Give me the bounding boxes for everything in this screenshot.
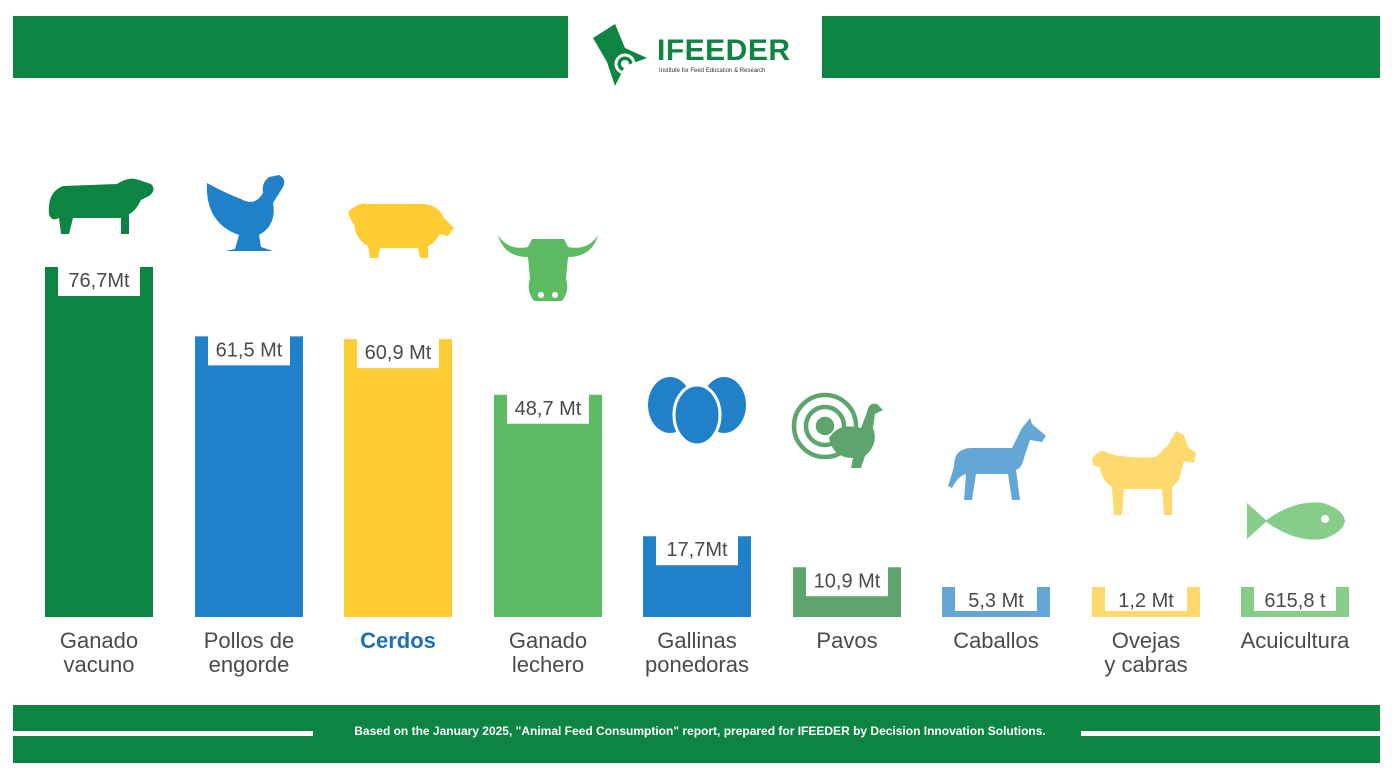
- category-label-0: Ganado vacuno: [60, 628, 138, 677]
- pig-icon: [348, 203, 454, 258]
- value-label-8: 615,8 t: [1264, 590, 1326, 612]
- footer-source-note: Based on the January 2025, "Animal Feed …: [354, 724, 1046, 738]
- dairy-cow-icon: [498, 235, 598, 301]
- category-label-5: Pavos: [816, 628, 877, 653]
- chicken-icon: [206, 175, 285, 251]
- bar-8: [1241, 587, 1349, 617]
- header-band-right: [822, 16, 1380, 78]
- leaf-logo-icon: [593, 24, 647, 86]
- value-label-7: 1,2 Mt: [1118, 590, 1174, 612]
- bar-5: [793, 567, 901, 617]
- category-label-2: Cerdos: [360, 628, 436, 653]
- footer-divider-left: [13, 731, 313, 736]
- category-label-1: Pollos de engorde: [204, 628, 295, 677]
- bar-7: [1092, 587, 1200, 617]
- category-label-4: Gallinas ponedoras: [645, 628, 749, 677]
- turkey-icon: [790, 391, 883, 468]
- value-label-1: 61,5 Mt: [216, 339, 283, 361]
- value-label-3: 48,7 Mt: [515, 398, 582, 420]
- bar-3: [494, 394, 602, 617]
- category-label-8: Acuicultura: [1241, 628, 1351, 653]
- brand-tagline: Institute for Feed Education & Research: [659, 68, 766, 74]
- bar-1: [195, 336, 303, 617]
- cow-icon: [48, 178, 154, 234]
- value-label-6: 5,3 Mt: [968, 590, 1024, 612]
- value-label-2: 60,9 Mt: [365, 342, 432, 364]
- category-label-3: Ganado lechero: [509, 628, 587, 677]
- goat-icon: [1092, 431, 1196, 515]
- horse-icon: [948, 418, 1046, 500]
- category-label-6: Caballos: [953, 628, 1039, 653]
- brand-name: IFEEDER: [657, 34, 791, 67]
- header-band-left: [13, 16, 568, 78]
- eggs-icon: [648, 377, 746, 447]
- bar-0: [45, 267, 153, 617]
- value-label-5: 10,9 Mt: [814, 570, 881, 592]
- category-label-7: Ovejas y cabras: [1104, 628, 1187, 677]
- value-label-4: 17,7Mt: [666, 539, 728, 561]
- value-label-0: 76,7Mt: [68, 270, 130, 292]
- brand-logo: IFEEDER Institute for Feed Education & R…: [585, 12, 815, 92]
- footer-divider-right: [1081, 731, 1380, 736]
- bar-6: [942, 587, 1050, 617]
- bar-4: [643, 536, 751, 617]
- bar-2: [344, 339, 452, 617]
- fish-icon: [1247, 502, 1345, 540]
